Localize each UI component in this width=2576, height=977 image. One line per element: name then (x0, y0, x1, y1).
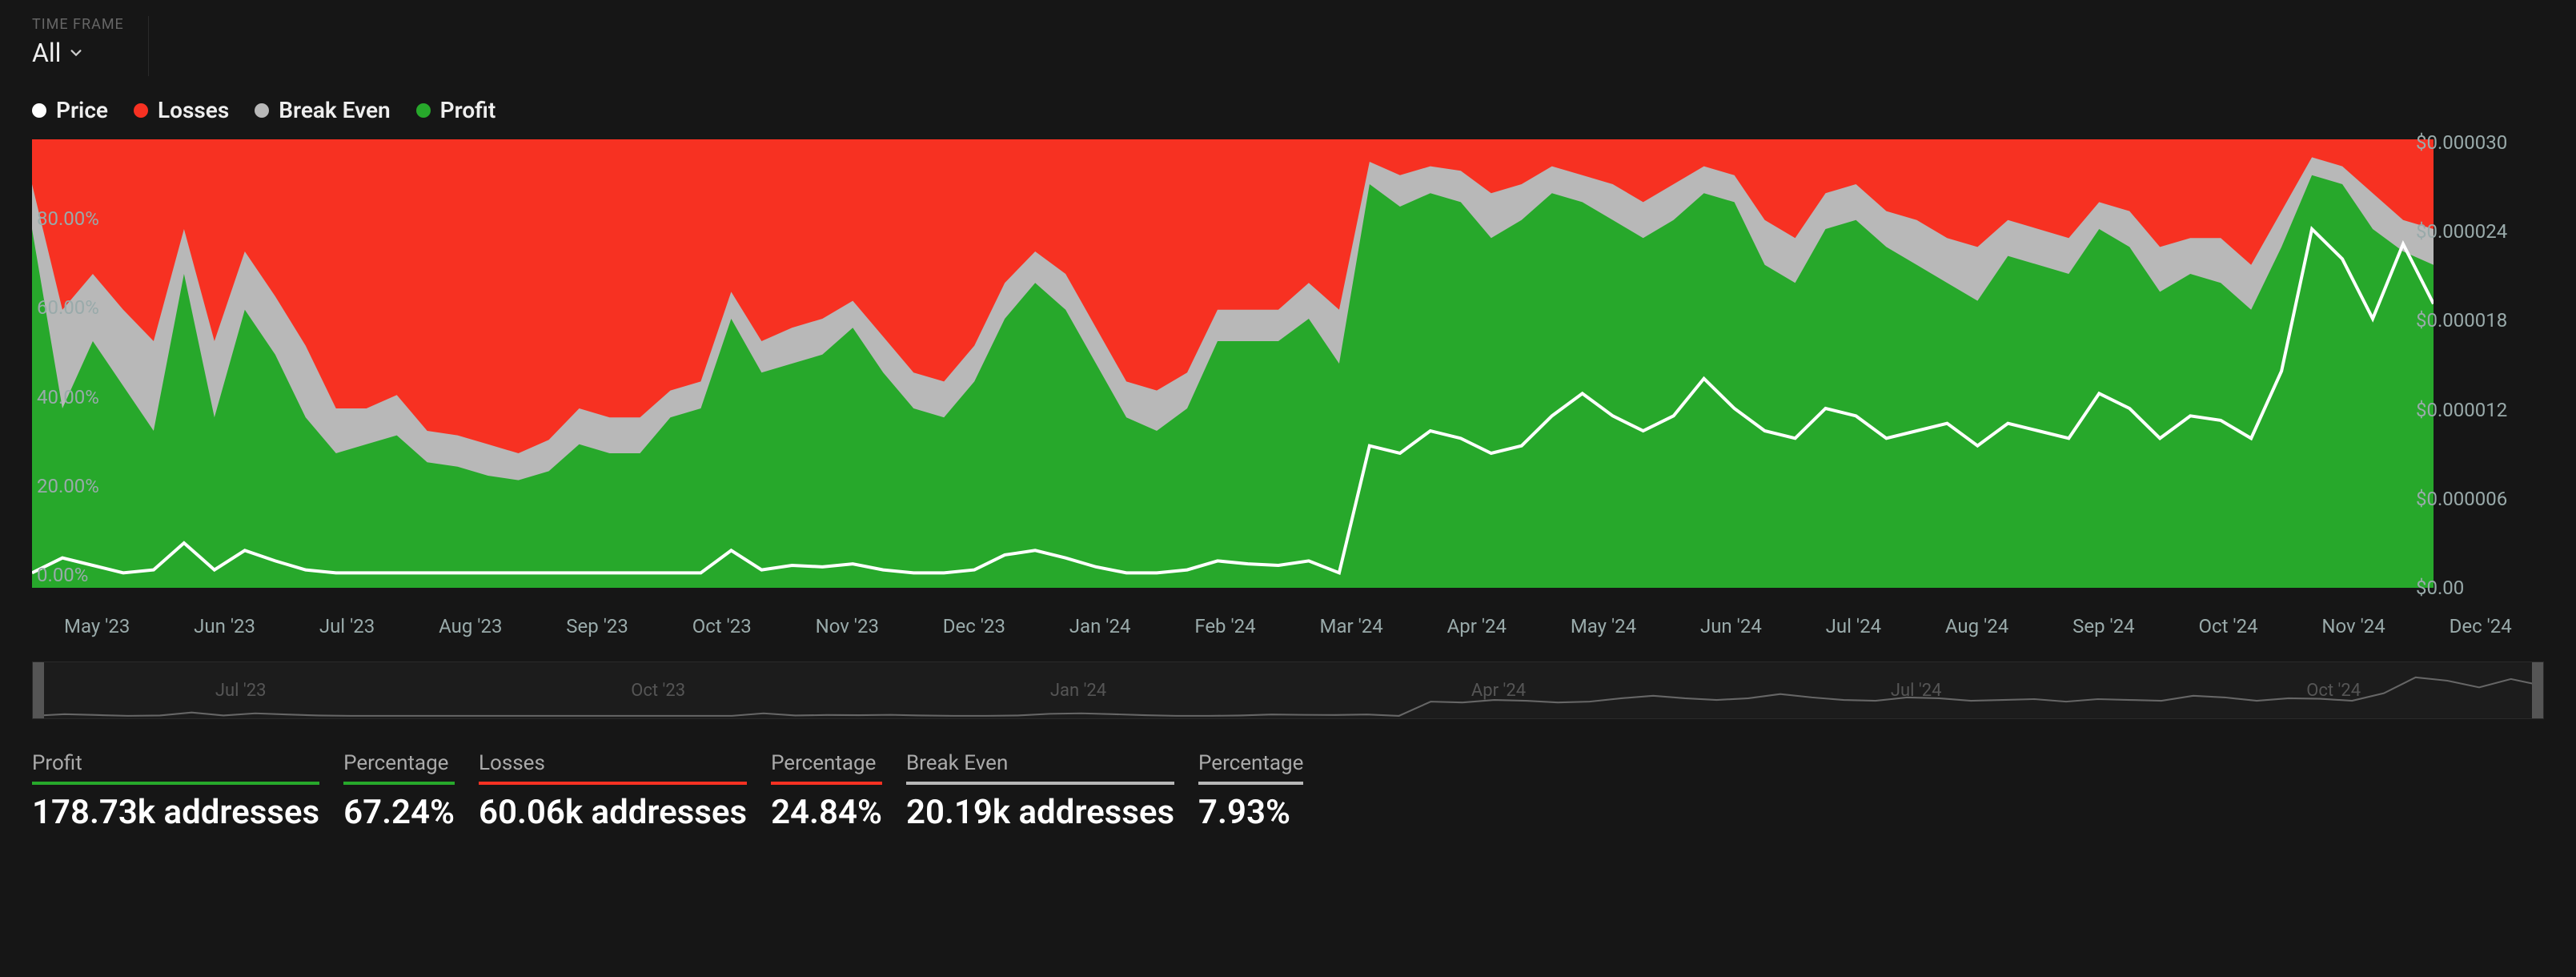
stats-row: Profit 178.73k addresses Percentage 67.24% L… (32, 751, 2544, 832)
chart-legend: Price Losses Break Even Profit (32, 97, 2544, 123)
x-tick: May '23 (64, 615, 130, 637)
stat-block: Profit 178.73k addresses (32, 751, 319, 832)
x-tick: Nov '24 (2321, 615, 2385, 637)
stat-label: Percentage (343, 751, 455, 785)
x-tick: Jul '24 (1826, 615, 1881, 637)
legend-dot (416, 103, 431, 118)
legend-label: Price (56, 97, 108, 123)
stat-label: Profit (32, 751, 319, 785)
stat-block: Losses 60.06k addresses (479, 751, 747, 832)
stat-label: Break Even (906, 751, 1174, 785)
stat-label: Losses (479, 751, 747, 785)
x-tick: Oct '24 (2199, 615, 2258, 637)
x-tick: Jul '23 (319, 615, 375, 637)
x-axis-labels: May '23 Jun '23 Jul '23 Aug '23 Sep '23 Oct '… (64, 615, 2512, 637)
timeframe-label: TIME FRAME (32, 16, 124, 33)
stat-block: Percentage 24.84% (771, 751, 882, 832)
legend-label: Losses (158, 97, 229, 123)
x-tick: Aug '23 (439, 615, 502, 637)
stat-block: Percentage 7.93% (1198, 751, 1303, 832)
x-tick: Aug '24 (1945, 615, 2008, 637)
legend-dot (255, 103, 269, 118)
x-tick: Apr '24 (1447, 615, 1507, 637)
legend-dot (134, 103, 148, 118)
x-tick: Dec '24 (2450, 615, 2512, 637)
timeframe-value: All (32, 38, 61, 68)
legend-label: Profit (440, 97, 496, 123)
x-tick: Jun '23 (194, 615, 255, 637)
legend-item[interactable]: Break Even (255, 97, 390, 123)
range-navigator[interactable]: Jul '23Oct '23Jan '24Apr '24Jul '24Oct '… (32, 661, 2544, 719)
x-tick: Mar '24 (1320, 615, 1383, 637)
timeframe-selector[interactable]: TIME FRAME All (32, 16, 149, 76)
stat-value: 67.24% (343, 793, 455, 832)
chevron-down-icon (69, 46, 83, 60)
stat-block: Percentage 67.24% (343, 751, 455, 832)
stat-value: 20.19k addresses (906, 793, 1174, 832)
stat-block: Break Even 20.19k addresses (906, 751, 1174, 832)
x-tick: Feb '24 (1194, 615, 1255, 637)
x-tick: Sep '23 (566, 615, 628, 637)
x-tick: Jun '24 (1700, 615, 1762, 637)
range-handle-right[interactable] (2532, 662, 2543, 718)
x-tick: Nov '23 (816, 615, 879, 637)
main-chart[interactable]: 0.00%20.00%40.00%60.00%80.00% $0.00$0.00… (32, 139, 2544, 604)
legend-dot (32, 103, 46, 118)
legend-label: Break Even (279, 97, 390, 123)
x-tick: Sep '24 (2072, 615, 2135, 637)
range-handle-left[interactable] (33, 662, 44, 718)
stat-label: Percentage (1198, 751, 1303, 785)
x-tick: Jan '24 (1069, 615, 1131, 637)
x-tick: Oct '23 (692, 615, 752, 637)
stat-value: 7.93% (1198, 793, 1303, 832)
x-tick: Dec '23 (943, 615, 1005, 637)
legend-item[interactable]: Profit (416, 97, 496, 123)
stat-value: 178.73k addresses (32, 793, 319, 832)
legend-item[interactable]: Price (32, 97, 108, 123)
stat-value: 24.84% (771, 793, 882, 832)
stat-label: Percentage (771, 751, 882, 785)
stat-value: 60.06k addresses (479, 793, 747, 832)
x-tick: May '24 (1571, 615, 1636, 637)
legend-item[interactable]: Losses (134, 97, 229, 123)
